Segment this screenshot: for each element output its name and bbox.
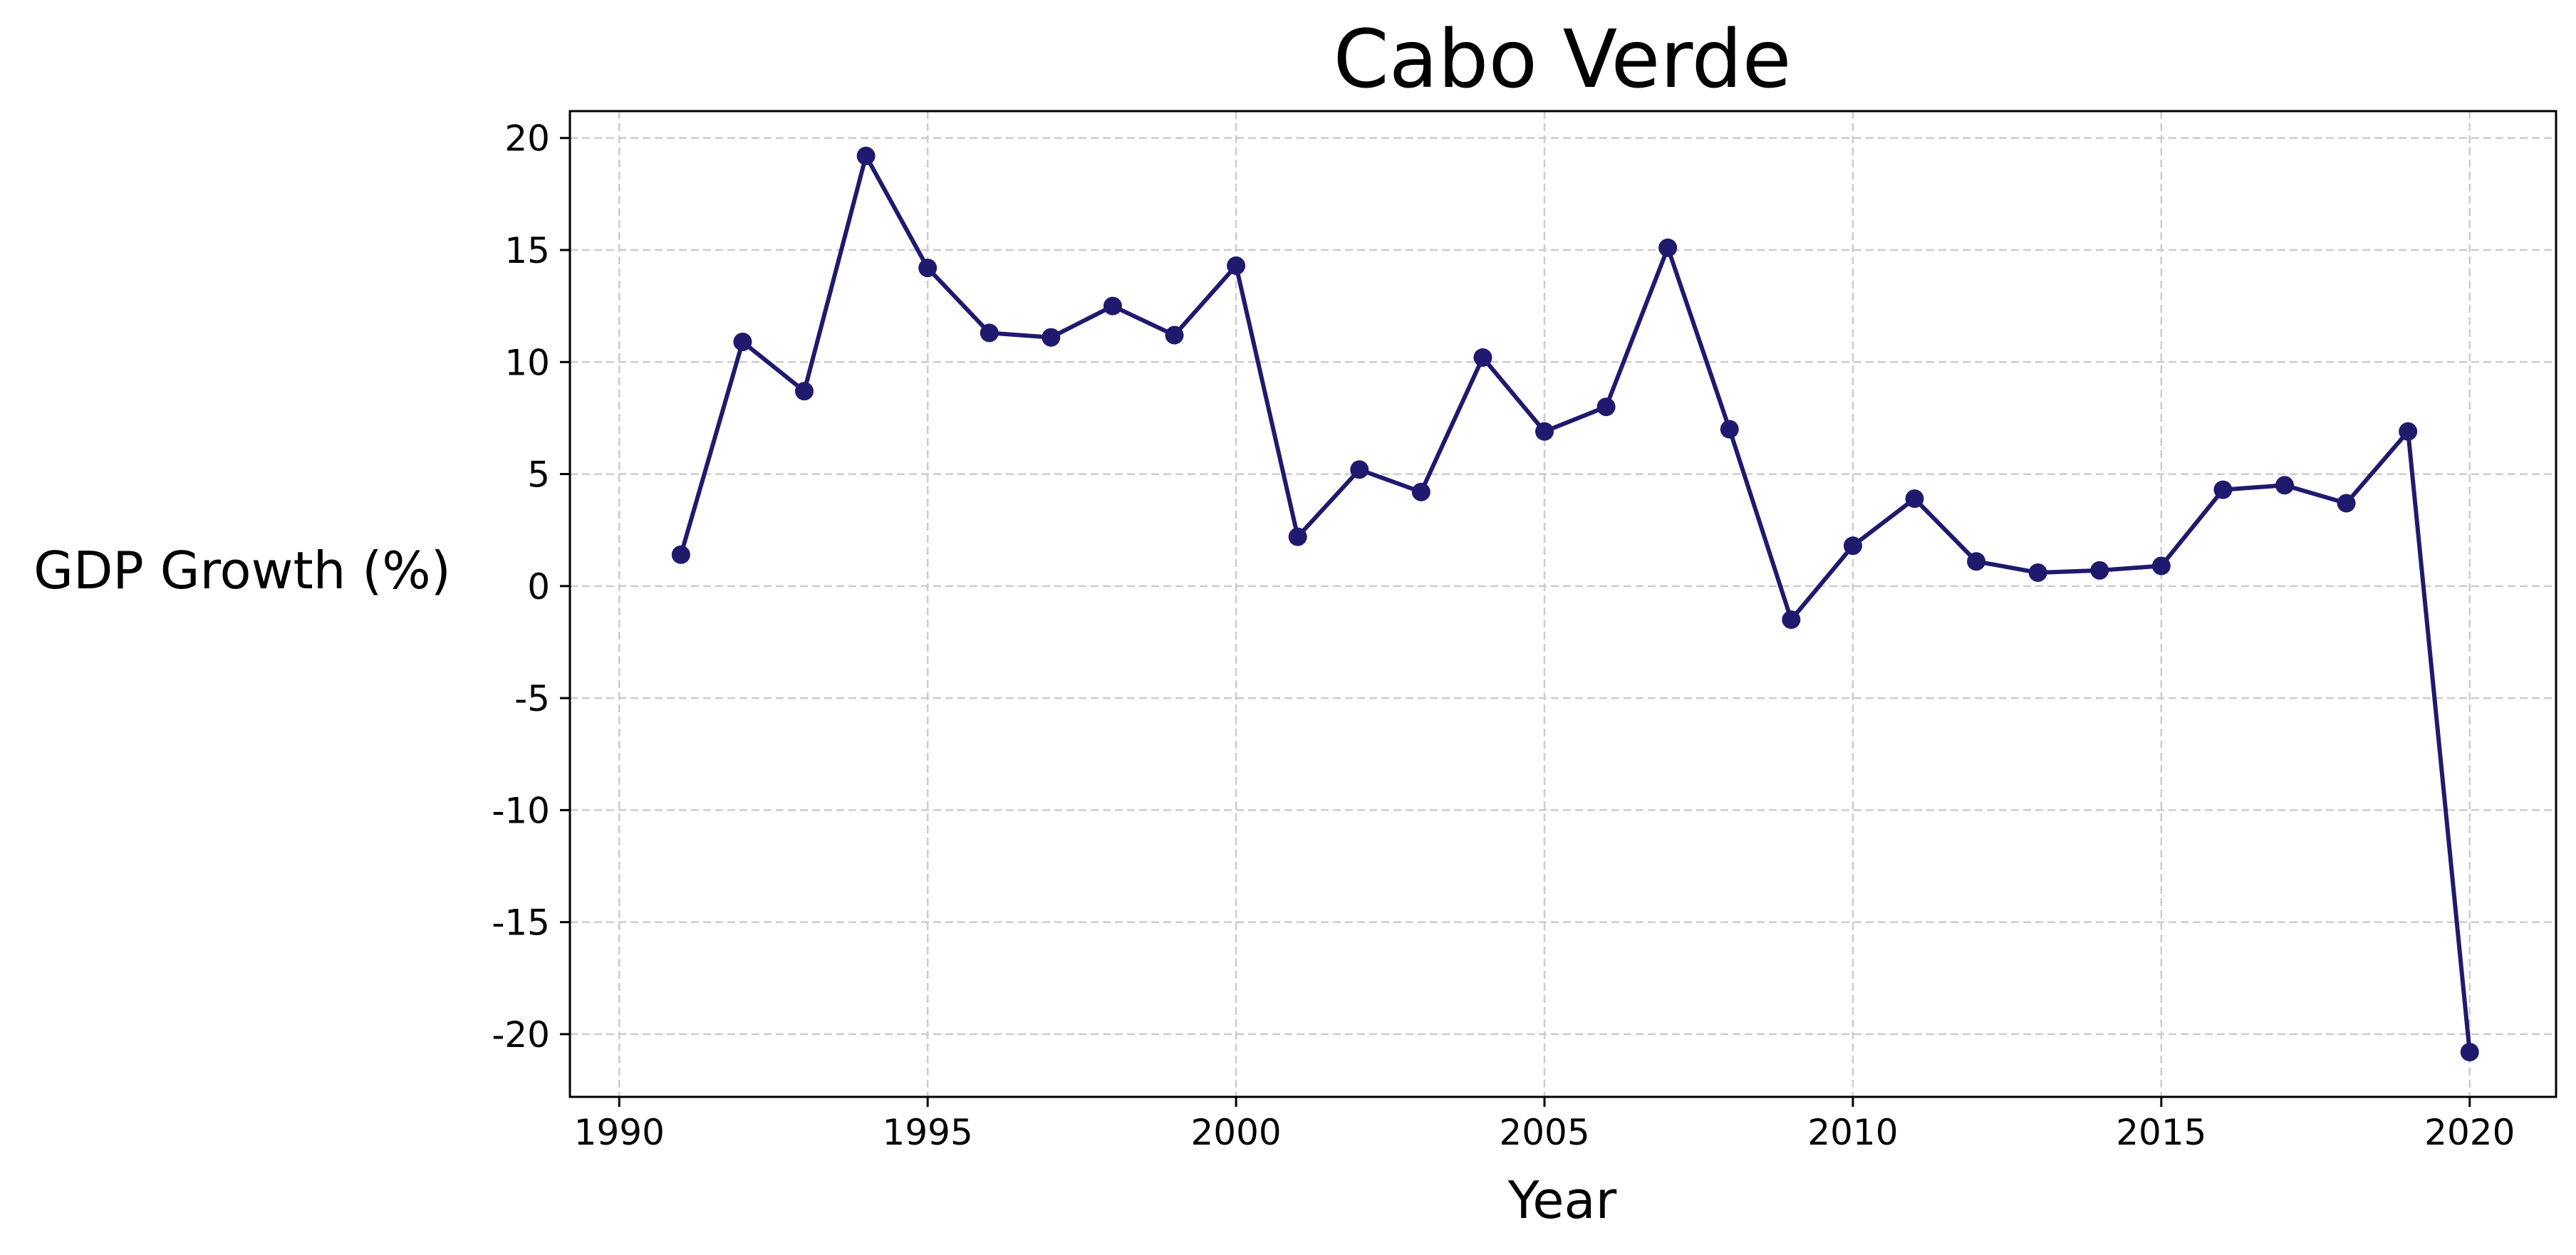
y-tick-label: 0	[527, 566, 550, 608]
ticks: 1990 1995 2000 2005 2010 2015 2020-20-15-10-50…	[492, 118, 2515, 1153]
series-layer	[671, 146, 2479, 1062]
data-point	[1720, 420, 1739, 439]
chart-title: Cabo Verde	[1334, 14, 1792, 106]
grid	[570, 111, 2556, 1097]
x-tick-label: 1990	[574, 1112, 665, 1153]
plot-frame	[568, 110, 2557, 1098]
data-point	[2337, 494, 2356, 513]
data-point	[2151, 556, 2171, 576]
x-tick-label: 2015	[2116, 1112, 2206, 1153]
y-tick-label: -5	[514, 678, 550, 719]
data-point	[1658, 238, 1678, 257]
data-point	[1473, 348, 1492, 367]
data-point	[1227, 256, 1246, 276]
data-point	[671, 545, 690, 564]
data-point	[1843, 536, 1862, 556]
data-point	[2460, 1043, 2479, 1062]
x-tick-label: 2005	[1499, 1112, 1589, 1153]
data-point	[2090, 561, 2109, 580]
x-tick-label: 2000	[1190, 1112, 1281, 1153]
data-point	[1905, 489, 1924, 509]
data-point	[733, 332, 752, 351]
data-point	[1596, 397, 1616, 417]
data-point	[1535, 422, 1554, 441]
data-point	[2275, 476, 2295, 495]
y-tick-label: -15	[492, 902, 550, 944]
y-tick-label: 10	[504, 342, 550, 383]
x-tick-label: 1995	[883, 1112, 973, 1153]
y-tick-label: 5	[527, 454, 550, 496]
data-point	[1782, 610, 1801, 630]
data-point	[856, 146, 876, 165]
series-line	[678, 153, 2472, 1053]
data-point	[1967, 552, 1986, 571]
y-tick-label: 20	[504, 118, 550, 160]
data-point	[2399, 422, 2418, 441]
data-point	[1350, 460, 1369, 479]
data-point	[795, 382, 814, 401]
x-tick-label: 2010	[1807, 1112, 1898, 1153]
y-tick-label: -10	[492, 790, 550, 831]
data-point	[1411, 482, 1430, 501]
data-point	[1042, 328, 1061, 347]
data-point	[2213, 480, 2233, 499]
x-axis-title: Year	[1507, 1170, 1617, 1230]
data-point	[2028, 563, 2047, 582]
x-tick-label: 2020	[2424, 1112, 2515, 1153]
data-point	[1165, 326, 1184, 345]
y-axis-title: GDP Growth (%)	[33, 541, 451, 600]
y-tick-label: 15	[504, 230, 550, 271]
data-point	[1288, 527, 1307, 546]
data-point	[918, 259, 938, 278]
y-tick-label: -20	[492, 1014, 550, 1056]
data-point	[1103, 296, 1122, 316]
data-point	[980, 323, 999, 343]
